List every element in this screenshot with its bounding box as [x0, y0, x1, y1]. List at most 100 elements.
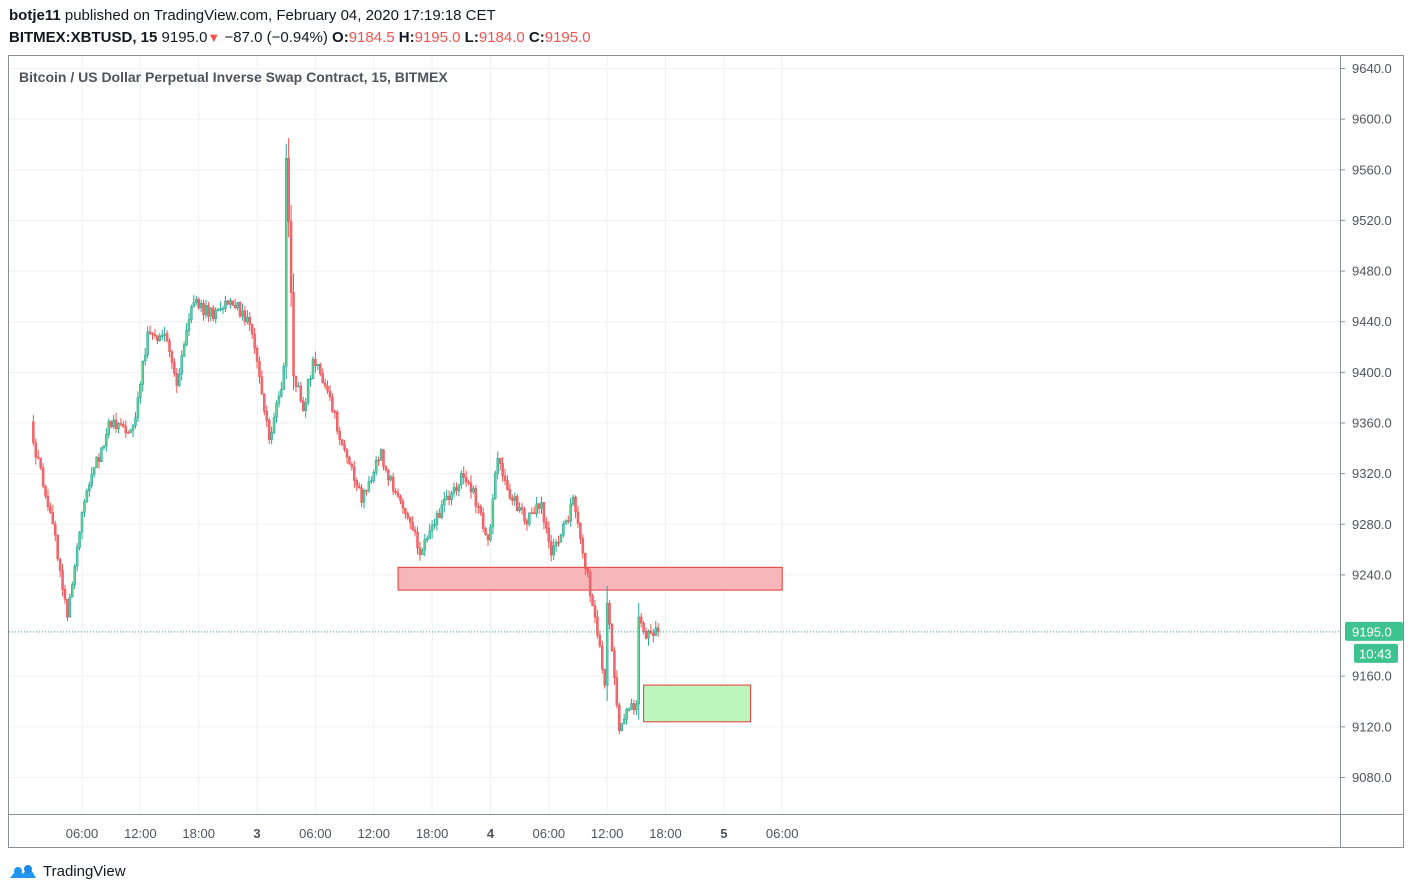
- candle-body[interactable]: [498, 458, 502, 464]
- candle-body[interactable]: [343, 444, 346, 450]
- candle-body[interactable]: [357, 485, 361, 489]
- candle-body[interactable]: [532, 512, 536, 514]
- candle-body[interactable]: [452, 487, 456, 494]
- candle-body[interactable]: [297, 385, 300, 388]
- candle-body[interactable]: [430, 525, 434, 532]
- candle-body[interactable]: [61, 570, 64, 590]
- candle-body[interactable]: [326, 385, 329, 392]
- candle-body[interactable]: [618, 704, 621, 731]
- candle-body[interactable]: [496, 458, 499, 474]
- candle-body[interactable]: [365, 489, 368, 492]
- candle-body[interactable]: [85, 490, 89, 502]
- candle-body[interactable]: [469, 482, 473, 493]
- candle-body[interactable]: [216, 308, 220, 311]
- candle-body[interactable]: [309, 378, 312, 380]
- candle-body[interactable]: [292, 292, 295, 377]
- candle-body[interactable]: [382, 449, 385, 467]
- candle-body[interactable]: [632, 703, 636, 711]
- candle-body[interactable]: [588, 572, 592, 597]
- candle-body[interactable]: [455, 487, 458, 491]
- candle-body[interactable]: [41, 467, 45, 487]
- candle-body[interactable]: [501, 463, 504, 477]
- candle-body[interactable]: [197, 299, 200, 308]
- candle-body[interactable]: [119, 423, 123, 425]
- candle-body[interactable]: [88, 484, 91, 491]
- candle-body[interactable]: [377, 459, 380, 462]
- candle-body[interactable]: [255, 347, 259, 362]
- candle-body[interactable]: [593, 605, 597, 618]
- candle-body[interactable]: [282, 365, 286, 390]
- candle-body[interactable]: [129, 429, 132, 433]
- candle-body[interactable]: [348, 456, 351, 465]
- candle-body[interactable]: [92, 467, 96, 475]
- candle-body[interactable]: [418, 547, 422, 555]
- candle-body[interactable]: [416, 531, 419, 549]
- candle-body[interactable]: [294, 375, 298, 387]
- candle-body[interactable]: [421, 549, 424, 555]
- candle-body[interactable]: [267, 420, 271, 440]
- candle-body[interactable]: [506, 480, 509, 490]
- candle-body[interactable]: [513, 496, 517, 501]
- candle-body[interactable]: [447, 495, 451, 501]
- candle-body[interactable]: [95, 457, 98, 468]
- candle-body[interactable]: [151, 333, 154, 335]
- candle-body[interactable]: [515, 496, 519, 511]
- candle-body[interactable]: [404, 507, 407, 514]
- candle-body[interactable]: [58, 558, 62, 571]
- candle-body[interactable]: [486, 534, 490, 541]
- candle-body[interactable]: [32, 421, 35, 444]
- candle-body[interactable]: [280, 389, 283, 397]
- candle-body[interactable]: [173, 361, 176, 374]
- candle-body[interactable]: [379, 449, 383, 461]
- candle-body[interactable]: [153, 334, 157, 336]
- candle-body[interactable]: [399, 496, 402, 502]
- candle-body[interactable]: [299, 385, 303, 402]
- candle-body[interactable]: [146, 331, 149, 356]
- candle-body[interactable]: [523, 509, 526, 521]
- candle-body[interactable]: [243, 310, 247, 323]
- candle-body[interactable]: [182, 344, 186, 357]
- candle-body[interactable]: [639, 616, 643, 624]
- candle-body[interactable]: [503, 475, 507, 481]
- candle-body[interactable]: [306, 379, 310, 404]
- author-name[interactable]: botje11: [9, 7, 61, 24]
- candle-body[interactable]: [596, 616, 599, 636]
- candle-body[interactable]: [340, 439, 344, 445]
- candle-body[interactable]: [391, 476, 395, 492]
- candle-body[interactable]: [105, 434, 108, 446]
- candle-body[interactable]: [122, 424, 125, 427]
- candle-body[interactable]: [321, 373, 324, 384]
- candle-body[interactable]: [374, 459, 378, 473]
- candle-body[interactable]: [236, 301, 239, 309]
- candle-body[interactable]: [574, 496, 577, 513]
- brand[interactable]: TradingView: [9, 860, 126, 882]
- candle-body[interactable]: [316, 363, 320, 366]
- candle-body[interactable]: [608, 602, 611, 625]
- candle-body[interactable]: [90, 474, 93, 486]
- candle-body[interactable]: [586, 568, 589, 573]
- candle-body[interactable]: [576, 511, 580, 524]
- candle-body[interactable]: [287, 157, 290, 222]
- candle-body[interactable]: [601, 645, 604, 670]
- candle-body[interactable]: [494, 473, 497, 500]
- candle-body[interactable]: [370, 480, 373, 482]
- candle-body[interactable]: [408, 517, 412, 523]
- candle-body[interactable]: [564, 520, 568, 525]
- candle-body[interactable]: [479, 506, 482, 514]
- candle-body[interactable]: [175, 373, 179, 386]
- candle-body[interactable]: [542, 502, 546, 523]
- candle-body[interactable]: [100, 447, 103, 463]
- candle-body[interactable]: [34, 442, 38, 458]
- candle-body[interactable]: [411, 521, 414, 530]
- candle-body[interactable]: [384, 466, 388, 471]
- candle-body[interactable]: [389, 476, 393, 481]
- candle-body[interactable]: [642, 622, 645, 632]
- candle-body[interactable]: [68, 596, 72, 618]
- candle-body[interactable]: [552, 545, 555, 556]
- candle-body[interactable]: [277, 395, 281, 404]
- candle-body[interactable]: [535, 503, 538, 514]
- candle-body[interactable]: [148, 331, 152, 334]
- candle-body[interactable]: [49, 506, 52, 513]
- candles[interactable]: [32, 138, 660, 735]
- candle-body[interactable]: [613, 650, 616, 678]
